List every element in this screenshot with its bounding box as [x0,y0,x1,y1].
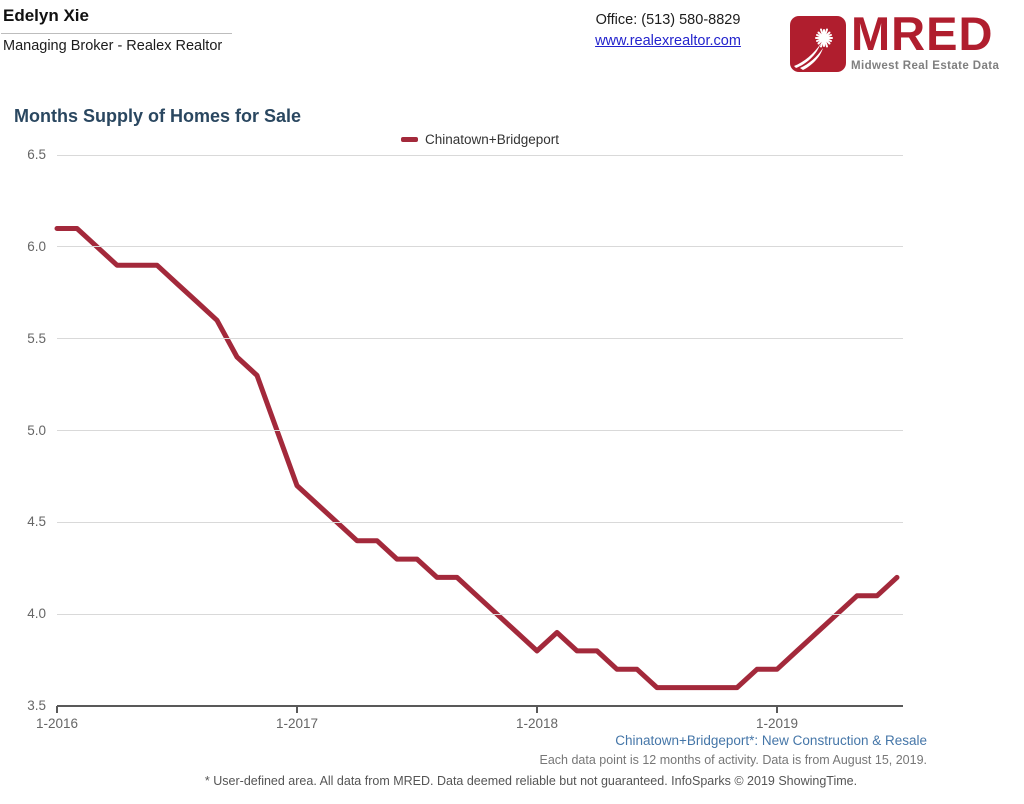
y-tick-label: 5.0 [27,422,46,438]
gridline [57,521,903,523]
gridline [57,154,903,156]
chart-title: Months Supply of Homes for Sale [14,106,302,126]
mred-logo-tagline: Midwest Real Estate Data [851,60,1000,72]
x-tick-label: 1-2019 [755,716,799,731]
disclaimer: * User-defined area. All data from MRED.… [204,774,858,788]
gridline [57,338,903,340]
website-link[interactable]: www.realexrealtor.com [595,33,741,49]
mred-logo-text: MRED [851,7,994,60]
x-axis-tick [56,706,58,713]
series-line-chinatown-bridgeport [54,226,900,691]
starburst-swoosh-icon [790,16,846,72]
mred-logo-icon [790,16,846,72]
y-tick-label: 4.5 [27,514,46,530]
contact-block: Office: (513) 580-8829 www.realexrealtor… [560,10,776,52]
gridline [57,613,903,615]
y-tick-label: 4.0 [27,606,46,622]
x-axis-tick [536,706,538,713]
agent-name: Edelyn Xie [3,6,89,25]
agent-title: Managing Broker - Realex Realtor [3,38,223,54]
x-tick-label: 1-2016 [35,716,79,731]
legend-line-swatch [401,137,419,142]
x-tick-label: 1-2017 [275,716,319,731]
y-tick-label: 3.5 [27,698,46,713]
x-tick-label: 1-2018 [515,716,559,731]
y-tick-label: 6.5 [27,147,46,162]
x-axis-line [57,705,903,707]
series-note: Chinatown+Bridgeport*: New Construction … [615,733,927,748]
chart-line-svg [54,226,900,691]
y-tick-label: 5.5 [27,330,46,346]
legend-label: Chinatown+Bridgeport [425,132,559,147]
header-divider [1,33,232,34]
x-axis-tick [296,706,298,713]
office-phone: Office: (513) 580-8829 [595,12,741,28]
x-axis-tick [776,706,778,713]
data-note: Each data point is 12 months of activity… [539,753,927,767]
gridline [57,430,903,431]
y-tick-label: 6.0 [27,238,46,254]
gridline [57,246,903,248]
chart-legend: Chinatown+Bridgeport [57,132,903,147]
